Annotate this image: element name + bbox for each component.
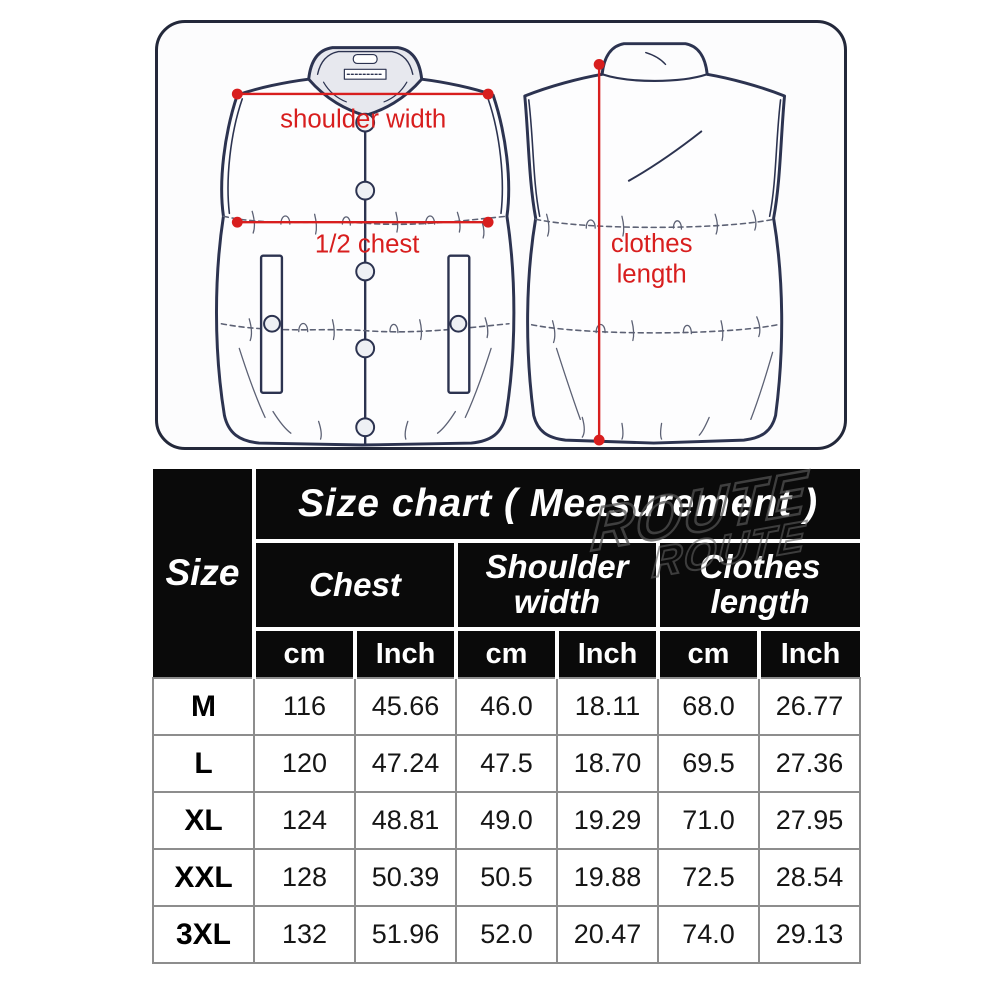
table-row-3xl: 3XL 132 51.96 52.0 20.47 74.0 29.13 — [152, 905, 862, 964]
table-row-l: L 120 47.24 47.5 18.70 69.5 27.36 — [152, 734, 862, 793]
size-cell: XXL — [152, 848, 255, 907]
value-cell: 18.70 — [556, 734, 659, 793]
clothes-length-label-line1: clothes — [611, 230, 693, 258]
size-cell: M — [152, 677, 255, 736]
group-header-chest: Chest — [252, 539, 458, 631]
shoulder-width-annotation: shoulder width — [231, 88, 494, 134]
unit-header-chest-cm: cm — [252, 627, 357, 678]
size-chart-table: Size Size chart ( Measurement ) Chest Sh… — [152, 469, 862, 964]
back-vest-drawing — [523, 42, 787, 445]
table-row-xxl: XXL 128 50.39 50.5 19.88 72.5 28.54 — [152, 848, 862, 907]
value-cell: 50.5 — [455, 848, 558, 907]
size-column-header: Size — [153, 469, 256, 678]
value-cell: 28.54 — [757, 848, 862, 907]
group-header-row: Chest Shoulder width Clothes length — [153, 539, 861, 631]
unit-header-shoulder-inch: Inch — [555, 627, 660, 678]
measure-endpoint-dot — [231, 216, 243, 228]
value-cell: 52.0 — [455, 905, 558, 964]
table-row-m: M 116 45.66 46.0 18.11 68.0 26.77 — [152, 677, 862, 736]
value-cell: 69.5 — [657, 734, 760, 793]
value-cell: 19.29 — [556, 791, 659, 850]
value-cell: 128 — [253, 848, 356, 907]
value-cell: 49.0 — [455, 791, 558, 850]
measure-endpoint-dot — [593, 434, 605, 446]
clothes-length-label-line2: length — [617, 260, 687, 288]
group-header-clothes-length: Clothes length — [655, 539, 861, 631]
value-cell: 132 — [253, 905, 356, 964]
size-cell: XL — [152, 791, 255, 850]
unit-header-length-inch: Inch — [756, 627, 861, 678]
value-cell: 47.24 — [354, 734, 457, 793]
clothes-length-annotation: clothes length — [593, 58, 693, 446]
value-cell: 51.96 — [354, 905, 457, 964]
vest-diagram-panel: shoulder width 1/2 chest clothes length — [155, 20, 847, 450]
size-cell: L — [152, 734, 255, 793]
value-cell: 27.95 — [757, 791, 862, 850]
unit-header-shoulder-cm: cm — [454, 627, 559, 678]
measure-endpoint-dot — [482, 216, 494, 228]
front-vest-drawing — [215, 46, 516, 447]
value-cell: 74.0 — [657, 905, 760, 964]
shoulder-width-label: shoulder width — [280, 106, 446, 134]
table-title: Size chart ( Measurement ) — [251, 469, 861, 543]
value-cell: 50.39 — [354, 848, 457, 907]
value-cell: 26.77 — [757, 677, 862, 736]
vest-diagram: shoulder width 1/2 chest clothes length — [215, 42, 787, 447]
value-cell: 19.88 — [556, 848, 659, 907]
half-chest-label: 1/2 chest — [315, 231, 420, 259]
size-cell: 3XL — [152, 905, 255, 964]
value-cell: 20.47 — [556, 905, 659, 964]
value-cell: 45.66 — [354, 677, 457, 736]
table-row-xl: XL 124 48.81 49.0 19.29 71.0 27.95 — [152, 791, 862, 850]
value-cell: 47.5 — [455, 734, 558, 793]
value-cell: 68.0 — [657, 677, 760, 736]
value-cell: 18.11 — [556, 677, 659, 736]
group-header-shoulder-width: Shoulder width — [454, 539, 660, 631]
unit-header-length-cm: cm — [656, 627, 761, 678]
value-cell: 116 — [253, 677, 356, 736]
value-cell: 124 — [253, 791, 356, 850]
value-cell: 72.5 — [657, 848, 760, 907]
value-cell: 71.0 — [657, 791, 760, 850]
value-cell: 29.13 — [757, 905, 862, 964]
value-cell: 120 — [253, 734, 356, 793]
value-cell: 27.36 — [757, 734, 862, 793]
measure-endpoint-dot — [593, 58, 605, 70]
table-title-row: Size Size chart ( Measurement ) — [153, 469, 861, 678]
value-cell: 48.81 — [354, 791, 457, 850]
measure-endpoint-dot — [231, 88, 243, 100]
half-chest-annotation: 1/2 chest — [231, 216, 494, 259]
unit-header-chest-inch: Inch — [353, 627, 458, 678]
unit-header-row: cm Inch cm Inch cm Inch — [153, 627, 861, 678]
measure-endpoint-dot — [482, 88, 494, 100]
value-cell: 46.0 — [455, 677, 558, 736]
